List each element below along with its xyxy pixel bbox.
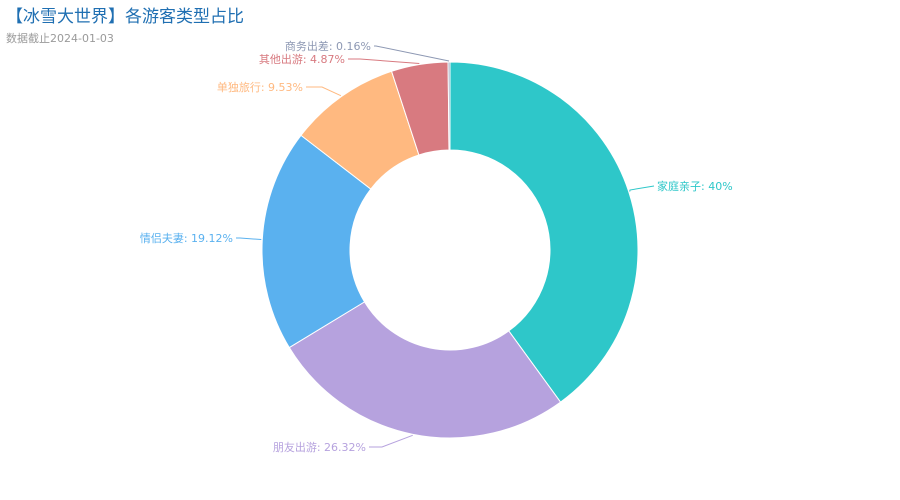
leader-line-单独旅行 bbox=[306, 86, 342, 97]
leader-line-朋友出游 bbox=[369, 434, 413, 448]
slice-朋友出游[interactable] bbox=[288, 301, 562, 439]
slice-label-单独旅行: 单独旅行: 9.53% bbox=[217, 80, 303, 94]
slice-label-情侣夫妻: 情侣夫妻: 19.12% bbox=[140, 231, 233, 245]
leader-line-商务出差 bbox=[374, 45, 450, 62]
slice-家庭亲子[interactable] bbox=[449, 61, 639, 403]
chart-subtitle: 数据截止2024-01-03 bbox=[6, 32, 114, 45]
slice-label-朋友出游: 朋友出游: 26.32% bbox=[273, 440, 366, 454]
slice-情侣夫妻[interactable] bbox=[261, 134, 372, 349]
slice-label-家庭亲子: 家庭亲子: 40% bbox=[657, 179, 733, 193]
slice-label-其他出游: 其他出游: 4.87% bbox=[259, 52, 345, 66]
leader-line-其他出游 bbox=[348, 58, 420, 65]
slice-label-商务出差: 商务出差: 0.16% bbox=[285, 39, 371, 53]
leader-line-情侣夫妻 bbox=[236, 237, 262, 241]
slice-商务出差[interactable] bbox=[447, 61, 451, 151]
leader-line-家庭亲子 bbox=[629, 185, 655, 192]
chart-title: 【冰雪大世界】各游客类型占比 bbox=[6, 7, 244, 27]
